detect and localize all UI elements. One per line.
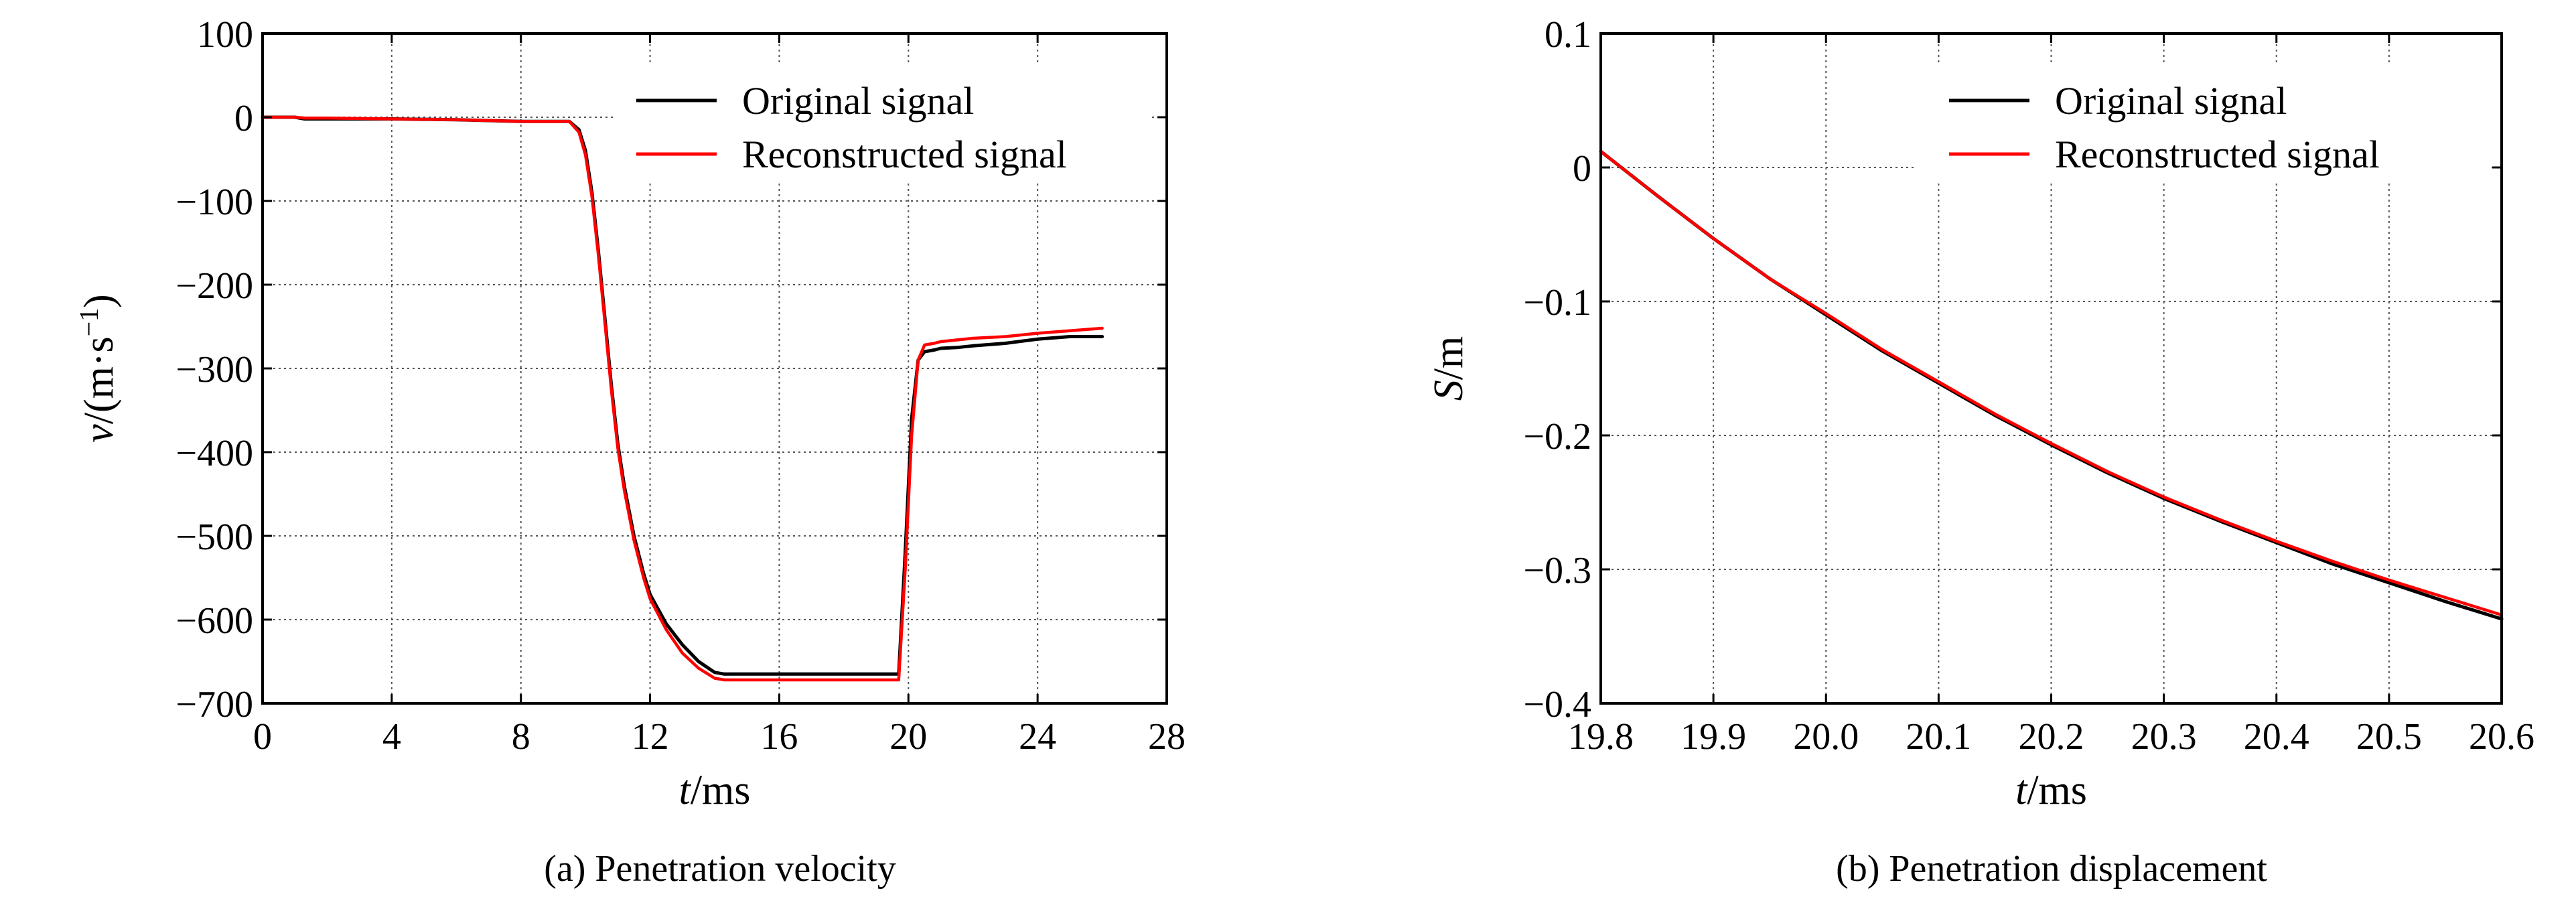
- y-tick-label: −100: [175, 182, 253, 223]
- legend-label-original: Original signal: [2055, 79, 2287, 123]
- y-axis-unit-exponent: −1: [74, 308, 104, 337]
- x-axis-label: t/ms: [2015, 768, 2087, 813]
- x-tick-label: 12: [632, 716, 669, 758]
- series-line-reconstructed: [261, 115, 1104, 682]
- y-axis-unit: /(m·s: [76, 336, 122, 424]
- y-tick-label: −300: [175, 349, 253, 391]
- x-tick-label: 20.6: [2469, 716, 2534, 758]
- x-axis-unit: /ms: [691, 768, 751, 813]
- y-tick-label: −0.2: [1523, 416, 1591, 458]
- chart-panel-displacement: 19.8 19.9 20.0 20.1 20.2 20.3 20.4 20.5 20.6 0.1…: [1426, 14, 2534, 890]
- x-axis-unit: /ms: [2027, 768, 2087, 813]
- legend-background: [615, 64, 1151, 181]
- y-axis-label: v/(m·s−1): [74, 294, 123, 443]
- x-tick-label: 0: [253, 716, 272, 758]
- x-tick-label: 20.3: [2131, 716, 2197, 758]
- y-tick-label: −500: [175, 516, 253, 558]
- y-tick-labels: 100 0 −100 −200 −300 −400 −500 −600 −700: [175, 14, 253, 725]
- x-tick-label: 24: [1019, 716, 1056, 758]
- x-axis-symbol: t: [2015, 768, 2028, 813]
- tick-marks: [261, 32, 1168, 705]
- y-tick-label: −0.4: [1523, 684, 1591, 725]
- legend-label-reconstructed: Reconstructed signal: [742, 133, 1067, 176]
- y-tick-labels: 0.1 0 −0.1 −0.2 −0.3 −0.4: [1523, 14, 1591, 725]
- x-tick-label: 16: [760, 716, 798, 758]
- y-tick-label: −600: [175, 600, 253, 642]
- x-axis-symbol: t: [679, 768, 692, 813]
- plot-series: [1599, 149, 2504, 621]
- y-axis-unit: /m: [1426, 336, 1472, 380]
- chart-caption: (a) Penetration velocity: [544, 848, 896, 890]
- y-tick-label: −400: [175, 433, 253, 474]
- x-axis-label: t/ms: [679, 768, 751, 813]
- x-tick-labels: 0 4 8 12 16 20 24 28: [253, 716, 1186, 758]
- x-tick-label: 19.9: [1680, 716, 1746, 758]
- x-tick-label: 20: [889, 716, 927, 758]
- x-tick-label: 4: [382, 716, 401, 758]
- legend-label-reconstructed: Reconstructed signal: [2055, 133, 2380, 176]
- x-tick-label: 20.0: [1793, 716, 1859, 758]
- legend-background: [1916, 64, 2492, 181]
- x-tick-label: 8: [512, 716, 530, 758]
- y-tick-label: 100: [197, 14, 253, 56]
- y-tick-label: −200: [175, 265, 253, 307]
- y-tick-label: −0.3: [1523, 550, 1591, 591]
- x-tick-label: 20.4: [2244, 716, 2309, 758]
- x-tick-label: 28: [1148, 716, 1186, 758]
- x-tick-label: 19.8: [1568, 716, 1634, 758]
- series-line-reconstructed: [1599, 149, 2504, 617]
- legend-label-original: Original signal: [742, 79, 974, 123]
- y-tick-label: −700: [175, 684, 253, 725]
- y-axis-symbol: v: [76, 424, 122, 443]
- y-axis-symbol: S: [1426, 380, 1472, 401]
- legend: Original signal Reconstructed signal: [636, 79, 1067, 176]
- plot-series: [261, 115, 1104, 682]
- y-axis-unit-close: ): [76, 294, 122, 308]
- tick-marks: [1599, 32, 2503, 705]
- y-tick-label: −0.1: [1523, 282, 1591, 324]
- chart-caption: (b) Penetration displacement: [1836, 848, 2267, 890]
- y-tick-label: 0: [234, 98, 253, 139]
- x-tick-label: 20.1: [1906, 716, 1971, 758]
- x-tick-label: 20.2: [2019, 716, 2084, 758]
- x-tick-label: 20.5: [2356, 716, 2422, 758]
- y-tick-label: 0: [1573, 148, 1591, 190]
- legend: Original signal Reconstructed signal: [1949, 79, 2380, 176]
- chart-panel-velocity: 0 4 8 12 16 20 24 28 100 0 −100 −200 −300 −400 −500 −6…: [74, 14, 1186, 890]
- y-axis-label: S/m: [1426, 336, 1472, 401]
- y-tick-label: 0.1: [1545, 14, 1591, 56]
- x-tick-labels: 19.8 19.9 20.0 20.1 20.2 20.3 20.4 20.5 20.6: [1568, 716, 2534, 758]
